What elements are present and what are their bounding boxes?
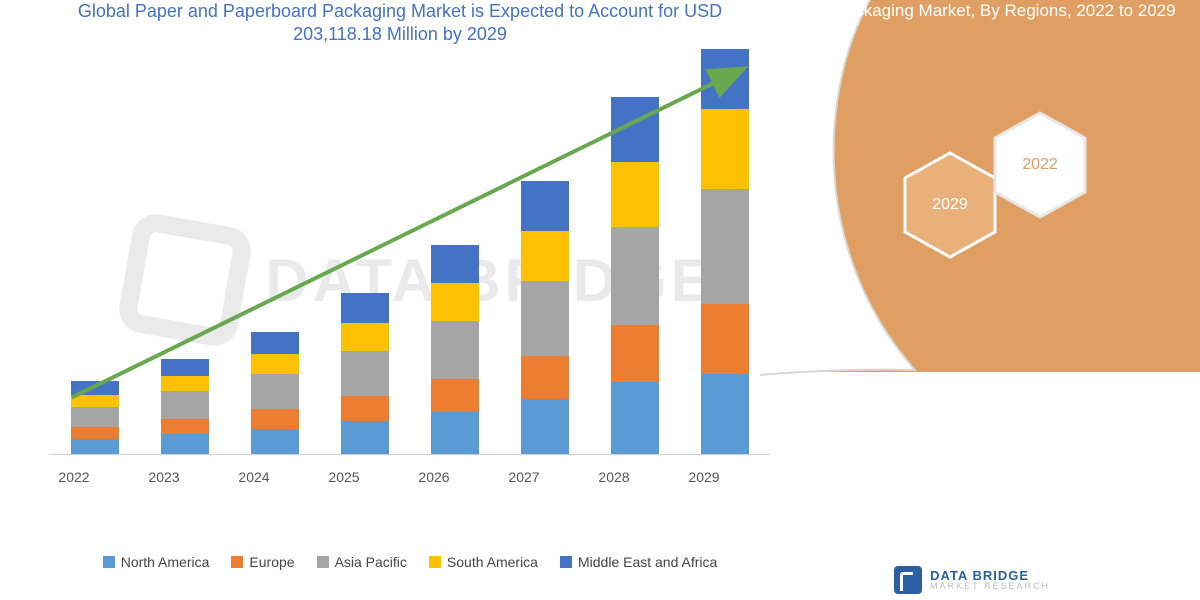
x-axis-label: 2029 [659, 469, 749, 485]
legend-swatch-icon [560, 556, 572, 568]
bar-segment [161, 434, 209, 454]
hex-badges: 20292022 [900, 110, 1160, 280]
bar-segment [341, 323, 389, 351]
plot-area: 20222023202420252026202720282029 [50, 45, 770, 485]
footer-logo-icon [894, 566, 922, 594]
hex-badge: 2029 [900, 150, 1000, 260]
bar-segment [611, 227, 659, 325]
legend-label: South America [447, 554, 538, 570]
legend-swatch-icon [231, 556, 243, 568]
legend-item: Europe [231, 554, 294, 570]
chart-title: Global Paper and Paperboard Packaging Ma… [0, 0, 800, 45]
bar-segment [701, 374, 749, 454]
bar-segment [611, 97, 659, 162]
bar-segment [341, 396, 389, 421]
bar-segment [521, 356, 569, 399]
bar-segment [341, 293, 389, 323]
bar-segment [251, 354, 299, 374]
footer-logo-text: DATA BRIDGE MARKET RESEARCH [930, 569, 1050, 591]
bar-segment [251, 429, 299, 454]
legend-swatch-icon [317, 556, 329, 568]
legend: North America Europe Asia Pacific South Ame… [50, 554, 770, 570]
bar-segment [611, 325, 659, 382]
bar-segment [71, 381, 119, 395]
stacked-bar-plot [50, 45, 770, 455]
legend-label: North America [121, 554, 210, 570]
footer-logo: DATA BRIDGE MARKET RESEARCH [894, 566, 1050, 594]
bar-column [521, 181, 569, 454]
hex-label: 2029 [900, 150, 1000, 260]
bar-segment [521, 281, 569, 356]
bar-segment [251, 332, 299, 354]
bar-segment [431, 283, 479, 321]
bar-segment [521, 399, 569, 454]
right-panel: Packaging Market, By Regions, 2022 to 20… [800, 0, 1200, 600]
bar-column [431, 245, 479, 454]
bar-segment [341, 421, 389, 454]
bar-segment [161, 376, 209, 391]
x-axis-label: 2027 [479, 469, 569, 485]
x-axis-label: 2024 [209, 469, 299, 485]
bar-segment [341, 351, 389, 396]
bar-segment [521, 231, 569, 281]
bar-segment [161, 359, 209, 376]
legend-swatch-icon [429, 556, 441, 568]
bar-column [701, 49, 749, 454]
legend-label: Middle East and Africa [578, 554, 717, 570]
bar-segment [431, 412, 479, 454]
bar-segment [701, 109, 749, 189]
hex-badge: 2022 [990, 110, 1090, 220]
x-axis-label: 2026 [389, 469, 479, 485]
bar-segment [431, 379, 479, 412]
hex-label: 2022 [990, 110, 1090, 220]
bar-column [251, 332, 299, 454]
legend-swatch-icon [103, 556, 115, 568]
brand-text: DATA BRIDGE MARKET RESEARCH [900, 300, 1160, 342]
bar-segment [251, 409, 299, 429]
bar-segment [701, 49, 749, 109]
bar-segment [431, 321, 479, 379]
legend-item: North America [103, 554, 210, 570]
bar-segment [611, 162, 659, 227]
legend-label: Asia Pacific [335, 554, 407, 570]
bar-segment [431, 245, 479, 283]
legend-item: Asia Pacific [317, 554, 407, 570]
x-axis-label: 2022 [29, 469, 119, 485]
x-axis-label: 2028 [569, 469, 659, 485]
bar-segment [71, 439, 119, 454]
x-axis-label: 2023 [119, 469, 209, 485]
bar-segment [71, 427, 119, 439]
bar-column [71, 381, 119, 454]
bar-segment [71, 395, 119, 407]
bar-segment [71, 407, 119, 427]
bar-segment [521, 181, 569, 231]
bar-segment [161, 391, 209, 419]
bar-column [161, 359, 209, 454]
x-axis-label: 2025 [299, 469, 389, 485]
bar-column [341, 293, 389, 454]
legend-item: Middle East and Africa [560, 554, 717, 570]
footer-logo-line2: MARKET RESEARCH [930, 582, 1050, 591]
canvas: Global Paper and Paperboard Packaging Ma… [0, 0, 1200, 600]
bar-column [611, 97, 659, 454]
bar-segment [701, 304, 749, 374]
bar-segment [251, 374, 299, 409]
legend-label: Europe [249, 554, 294, 570]
right-panel-title: Packaging Market, By Regions, 2022 to 20… [830, 0, 1180, 23]
bar-segment [611, 382, 659, 454]
bar-segment [701, 189, 749, 304]
left-panel: Global Paper and Paperboard Packaging Ma… [0, 0, 800, 600]
legend-item: South America [429, 554, 538, 570]
bar-segment [161, 419, 209, 434]
